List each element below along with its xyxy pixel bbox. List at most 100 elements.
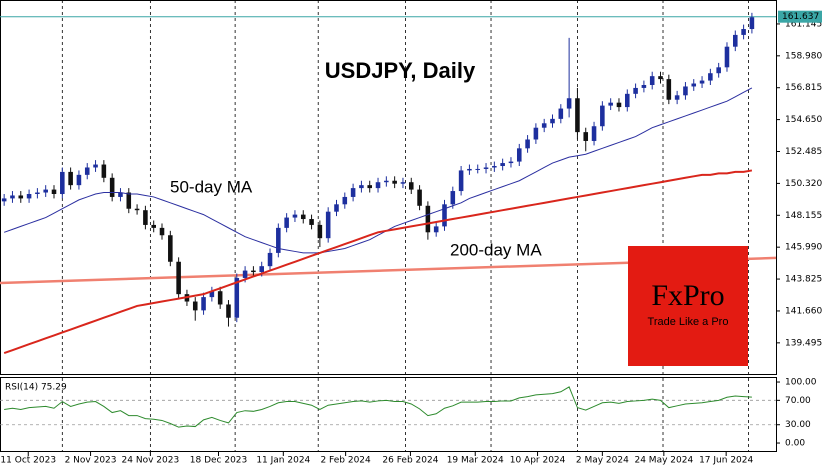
candle-body — [558, 108, 564, 119]
main-panel — [0, 0, 777, 375]
candle-body — [26, 193, 32, 199]
candle-body — [541, 123, 547, 128]
candle-body — [43, 189, 48, 193]
rsi-tick-label: 70.00 — [785, 396, 811, 406]
x-tick-label: 26 Feb 2024 — [382, 456, 438, 466]
y-tick-label: 143.825 — [785, 275, 822, 285]
candle-body — [309, 219, 314, 225]
candle-body — [226, 304, 231, 318]
candle-body — [60, 171, 65, 194]
candle-body — [733, 34, 738, 47]
candle-body — [317, 224, 323, 239]
x-tick-label: 10 Apr 2024 — [510, 456, 566, 466]
candle-body — [375, 182, 381, 189]
candle-body — [458, 170, 464, 192]
candle-body — [300, 214, 306, 220]
candle-body — [417, 189, 422, 206]
chart-title: USDJPY, Daily — [325, 58, 476, 83]
candle-body — [724, 46, 730, 68]
logo-box — [628, 246, 748, 366]
x-tick-label: 11 Oct 2023 — [0, 456, 56, 466]
y-tick-label: 148.155 — [785, 211, 822, 221]
x-tick-label: 17 Jun 2024 — [699, 456, 753, 466]
y-tick-label: 161.145 — [785, 19, 822, 29]
x-tick-label: 24 Nov 2023 — [122, 456, 180, 466]
candle-body — [716, 67, 721, 74]
x-tick-label: 18 Dec 2023 — [190, 456, 248, 466]
candle-body — [708, 73, 713, 81]
candle-body — [699, 80, 705, 84]
y-tick-label: 150.320 — [785, 179, 822, 189]
x-tick-label: 24 May 2024 — [634, 456, 693, 466]
candle-body — [251, 270, 256, 273]
candle-body — [616, 102, 622, 108]
candle-body — [143, 210, 148, 225]
ma50-label: 50-day MA — [170, 177, 253, 196]
candle-body — [217, 291, 223, 305]
candle-body — [292, 214, 298, 218]
rsi-label: RSI(14) 75.29 — [5, 383, 67, 393]
candle-body — [76, 174, 82, 186]
rsi-tick-label: 0.00 — [785, 439, 805, 449]
candle-body — [500, 163, 505, 167]
logo-text: FxPro — [651, 279, 724, 312]
candle-body — [475, 168, 481, 170]
y-tick-label: 145.990 — [785, 243, 822, 253]
candle-body — [234, 277, 240, 318]
candle-body — [408, 182, 414, 190]
candle-body — [749, 17, 755, 30]
candle-body — [109, 177, 115, 197]
candle-body — [10, 195, 15, 199]
candle-body — [467, 168, 472, 171]
candle-body — [649, 76, 655, 85]
candle-body — [483, 167, 489, 169]
candle-body — [508, 161, 514, 164]
candle-body — [384, 180, 389, 183]
candle-body — [359, 185, 364, 189]
candle-body — [51, 189, 57, 194]
candle-body — [624, 93, 630, 108]
candle-body — [242, 270, 248, 278]
candle-body — [1, 198, 7, 202]
candle-body — [392, 180, 397, 184]
moving-average — [3, 87, 753, 254]
y-tick-label: 156.815 — [785, 83, 822, 93]
candle-body — [525, 139, 530, 149]
candle-body — [101, 164, 107, 178]
candle-body — [691, 83, 697, 87]
candle-body — [126, 192, 132, 209]
current-price-label: 161.637 — [782, 12, 819, 22]
candle-body — [433, 226, 439, 233]
candle-body — [666, 79, 672, 100]
rsi-tick-label: 30.00 — [785, 420, 811, 430]
y-tick-label: 154.650 — [785, 115, 822, 125]
candle-body — [400, 182, 406, 184]
y-tick-label: 141.660 — [785, 306, 822, 316]
candle-body — [325, 211, 331, 239]
candle-body — [84, 167, 90, 175]
candle-body — [18, 195, 24, 199]
candle-body — [201, 297, 206, 311]
logo-slogan: Trade Like a Pro — [648, 316, 729, 328]
candle-body — [209, 291, 215, 298]
candle-body — [284, 217, 289, 228]
candle-body — [533, 127, 539, 140]
candle-body — [591, 126, 597, 141]
candle-body — [583, 132, 589, 141]
candle-body — [516, 148, 522, 162]
candle-body — [492, 166, 497, 168]
candle-body — [641, 84, 647, 88]
moving-average — [3, 169, 753, 355]
candle-body — [442, 204, 447, 227]
candle-body — [93, 164, 98, 168]
candle-body — [68, 171, 73, 186]
y-tick-label: 152.485 — [785, 147, 822, 157]
candle-body — [35, 192, 40, 194]
candle-body — [168, 235, 173, 262]
candle-body — [159, 227, 165, 236]
candle-body — [192, 301, 198, 311]
candle-body — [683, 86, 688, 96]
candle-body — [425, 205, 431, 233]
candle-body — [600, 105, 605, 127]
